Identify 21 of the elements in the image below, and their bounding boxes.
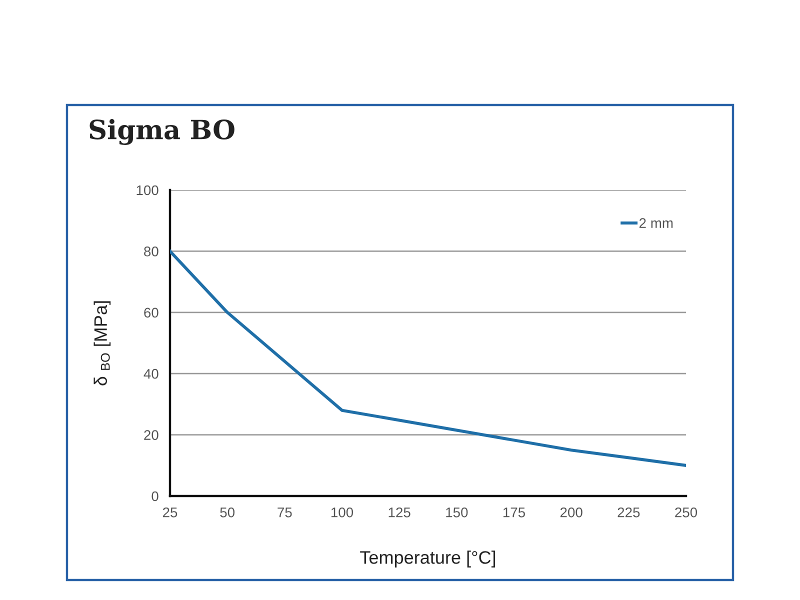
legend-label: 2 mm xyxy=(639,218,673,228)
y-tick-label: 0 xyxy=(152,491,158,502)
x-tick-label: 150 xyxy=(446,507,468,518)
chart-title: Sigma BO xyxy=(90,119,234,145)
x-tick-label: 50 xyxy=(220,507,235,518)
y-tick-label: 60 xyxy=(144,308,158,318)
x-tick-label: 200 xyxy=(560,507,582,518)
y-tick-label: 40 xyxy=(144,368,158,379)
x-tick-label: 175 xyxy=(503,508,526,518)
x-tick-label: 225 xyxy=(618,507,640,518)
y-tick-label: 100 xyxy=(136,185,158,196)
y-tick-label: 20 xyxy=(144,430,158,440)
line-series xyxy=(170,250,686,467)
y-axis-title: δ $_{BO}$ [MPa] xyxy=(94,301,111,386)
x-tick-label: 125 xyxy=(388,507,410,518)
x-tick-label: 75 xyxy=(278,508,292,518)
y-tick-label: 80 xyxy=(144,246,158,256)
x-axis-title: Temperature [°C] xyxy=(360,550,496,568)
x-tick-label: 250 xyxy=(675,507,698,518)
x-tick-label: 25 xyxy=(162,507,178,518)
x-tick-label: 100 xyxy=(331,507,354,518)
